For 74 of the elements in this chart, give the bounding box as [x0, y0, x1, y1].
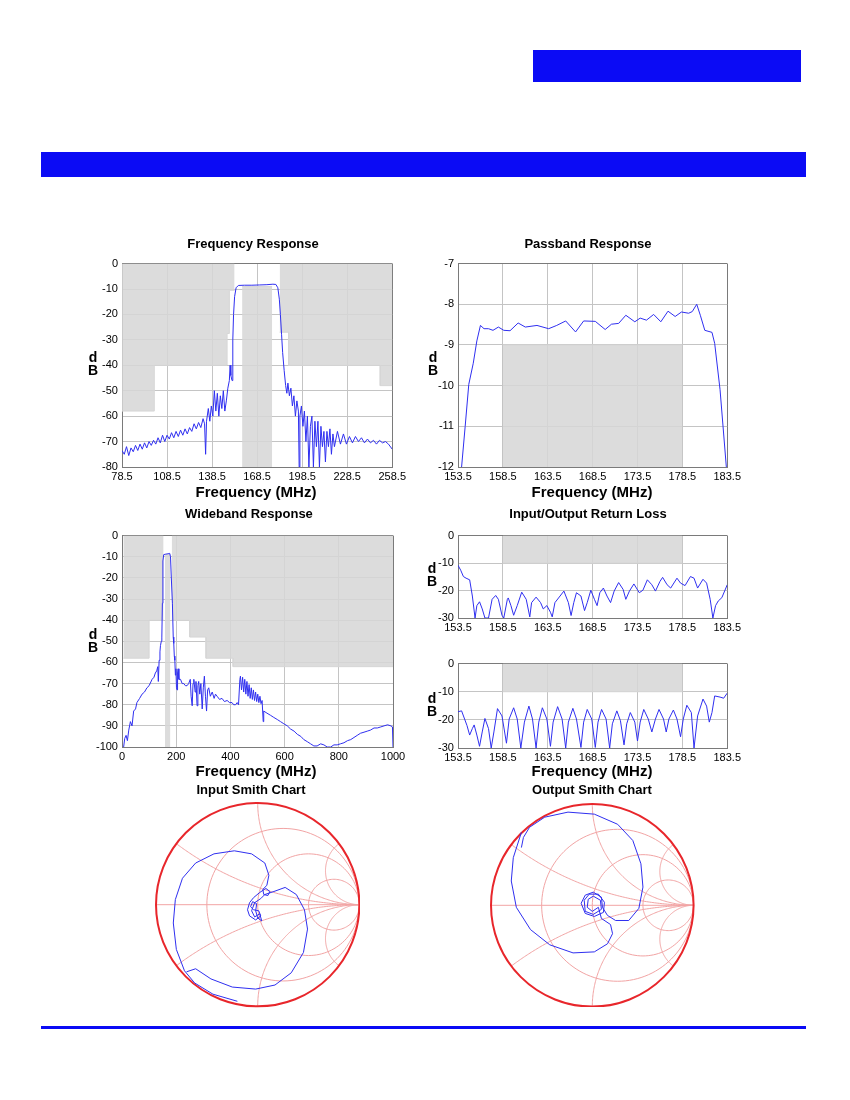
x-tick-label: 168.5: [578, 620, 607, 633]
y-axis-title: dB: [427, 349, 439, 378]
y-tick-label: -20: [437, 583, 454, 596]
y-axis-title: dB: [87, 626, 99, 655]
y-tick-label: -70: [101, 676, 118, 689]
text: Output Smith Chart: [532, 781, 652, 797]
y-tick-label: -20: [101, 570, 118, 583]
x-axis-title: Frequency (MHz): [531, 761, 653, 779]
y-tick-label: 0: [447, 528, 454, 541]
x-tick-label: 198.5: [288, 469, 316, 482]
y-tick-label: -10: [437, 378, 454, 391]
y-tick-label: -9: [443, 338, 454, 351]
y-tick-label: -90: [101, 718, 118, 731]
y-tick-label: -100: [95, 740, 118, 753]
y-tick-label: -20: [101, 307, 118, 320]
y-tick-label: -10: [101, 282, 118, 295]
y-tick-label: 0: [111, 256, 118, 269]
y-axis-title: dB: [426, 560, 438, 589]
x-tick-label: 163.5: [533, 620, 562, 633]
y-tick-label: -30: [101, 333, 118, 346]
y-axis-title: dB: [426, 689, 438, 719]
x-tick-label: 258.5: [378, 469, 406, 482]
y-tick-label: 0: [447, 656, 454, 669]
x-axis-title: Frequency (MHz): [195, 482, 317, 500]
x-tick-label: 173.5: [623, 750, 651, 763]
x-tick-label: 158.5: [488, 620, 517, 633]
x-tick-label: 173.5: [623, 620, 651, 633]
y-tick-label: -30: [101, 592, 118, 605]
y-tick-label: -40: [101, 358, 118, 371]
x-tick-label: 158.5: [488, 469, 517, 482]
y-tick-label: -60: [101, 409, 118, 422]
x-axis-title: Frequency (MHz): [195, 761, 317, 779]
x-tick-label: 168.5: [578, 750, 607, 763]
x-tick-label: 600: [275, 749, 294, 762]
x-tick-label: 228.5: [333, 469, 361, 482]
y-tick-label: -60: [101, 655, 118, 668]
y-tick-label: -7: [443, 256, 454, 269]
x-tick-label: 108.5: [152, 469, 181, 482]
x-tick-label: 178.5: [668, 620, 696, 633]
y-tick-label: -10: [437, 685, 454, 698]
y-tick-label: -80: [101, 697, 118, 710]
chart-title: Frequency Response: [187, 235, 319, 251]
y-tick-label: 0: [111, 528, 118, 541]
text: Input Smith Chart: [196, 781, 306, 797]
x-tick-label: 168.5: [578, 469, 607, 482]
chart-title: Passband Response: [524, 235, 652, 251]
y-tick-label: -8: [443, 297, 454, 310]
x-tick-label: 163.5: [533, 750, 562, 763]
x-tick-label: 400: [220, 749, 240, 762]
x-tick-label: 1000: [380, 749, 405, 762]
x-tick-label: 800: [329, 749, 348, 762]
y-tick-label: -10: [437, 556, 454, 569]
x-tick-label: 173.5: [623, 469, 651, 482]
x-tick-label: 178.5: [668, 750, 696, 763]
x-tick-label: 178.5: [668, 469, 696, 482]
y-tick-label: -10: [101, 549, 118, 562]
x-tick-label: 158.5: [488, 750, 517, 763]
y-tick-label: -40: [101, 613, 118, 626]
x-tick-label: 200: [166, 749, 186, 762]
y-tick-label: -50: [101, 384, 118, 397]
y-tick-label: -50: [101, 634, 118, 647]
y-tick-label: -70: [101, 434, 118, 447]
x-tick-label: 168.5: [243, 469, 271, 482]
y-tick-label: -20: [437, 713, 454, 726]
x-tick-label: 138.5: [198, 469, 226, 482]
y-axis-title: dB: [87, 349, 99, 378]
chart-title: Input/Output Return Loss: [509, 505, 667, 521]
x-tick-label: 163.5: [533, 469, 562, 482]
x-axis-title: Frequency (MHz): [531, 482, 653, 500]
y-tick-label: -11: [438, 419, 454, 432]
chart-title: Wideband Response: [185, 505, 313, 521]
x-tick-label: 183.5: [713, 620, 741, 633]
x-tick-label: 183.5: [713, 469, 741, 482]
x-tick-label: 183.5: [713, 750, 741, 763]
